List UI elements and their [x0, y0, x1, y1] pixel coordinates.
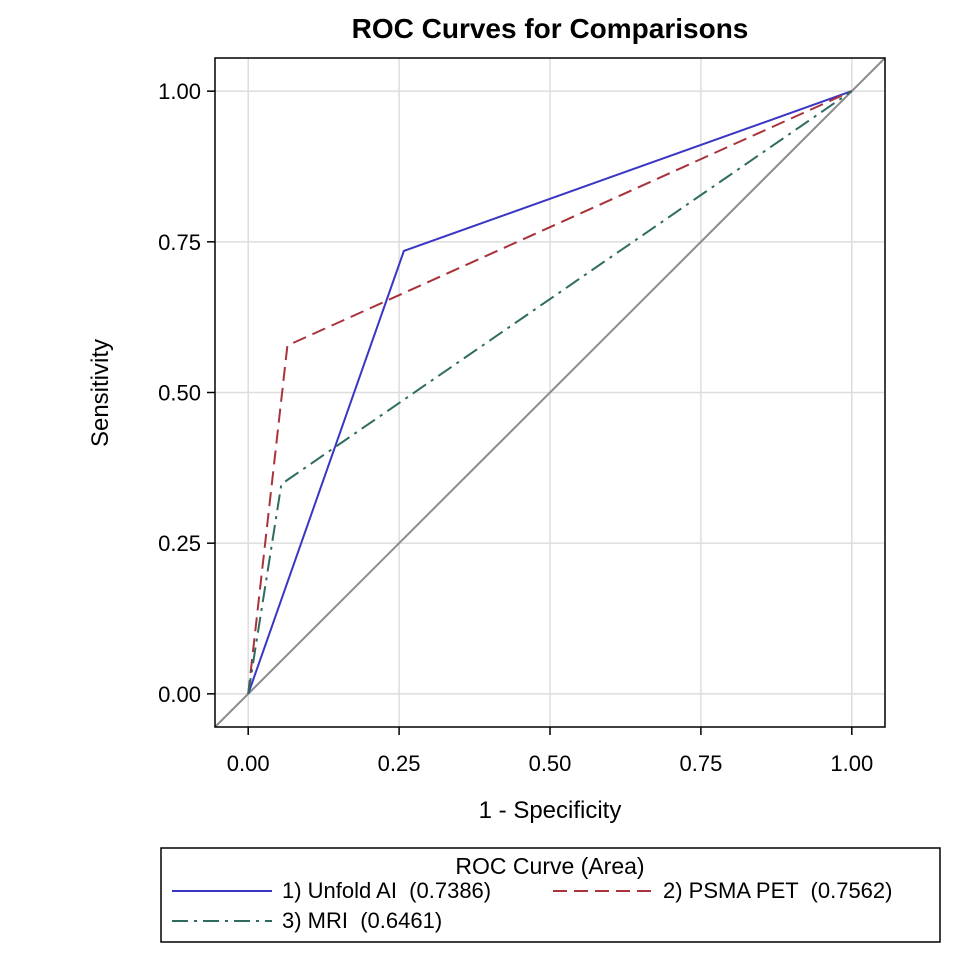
x-axis-label: 1 - Specificity	[479, 797, 622, 824]
legend-items: 1) Unfold AI (0.7386) 2) PSMA PET (0.7562…	[172, 878, 892, 933]
series-layer	[247, 90, 853, 695]
x-tick-label: 0.50	[529, 751, 572, 776]
y-tick-label: 0.50	[158, 381, 201, 406]
legend-label-1: 1) Unfold AI (0.7386)	[282, 878, 491, 903]
y-tick-label: 1.00	[158, 79, 201, 104]
chart-title: ROC Curves for Comparisons	[352, 13, 749, 44]
reference-line-layer	[214, 57, 886, 728]
series-line-1	[247, 90, 853, 695]
y-axis-label: Sensitivity	[87, 339, 114, 447]
series-line-3	[247, 90, 853, 695]
y-axis-ticks: 0.00 0.25 0.50 0.75 1.00	[158, 79, 215, 707]
reference-diagonal-line	[214, 57, 886, 728]
x-tick-label: 0.75	[679, 751, 722, 776]
grid	[215, 58, 885, 727]
legend-box	[160, 847, 941, 943]
series-line-2	[247, 90, 853, 695]
legend-label-3: 3) MRI (0.6461)	[282, 908, 442, 933]
x-tick-label: 0.00	[227, 751, 270, 776]
y-tick-label: 0.25	[158, 531, 201, 556]
legend-title: ROC Curve (Area)	[455, 853, 644, 879]
y-tick-label: 0.75	[158, 230, 201, 255]
y-tick-label: 0.00	[158, 682, 201, 707]
x-axis-ticks: 0.00 0.25 0.50 0.75 1.00	[227, 727, 873, 776]
x-tick-label: 1.00	[830, 751, 873, 776]
legend: ROC Curve (Area) 1) Unfold AI (0.7386) 2)…	[160, 847, 941, 943]
legend-label-2: 2) PSMA PET (0.7562)	[663, 878, 892, 903]
x-tick-label: 0.25	[378, 751, 421, 776]
